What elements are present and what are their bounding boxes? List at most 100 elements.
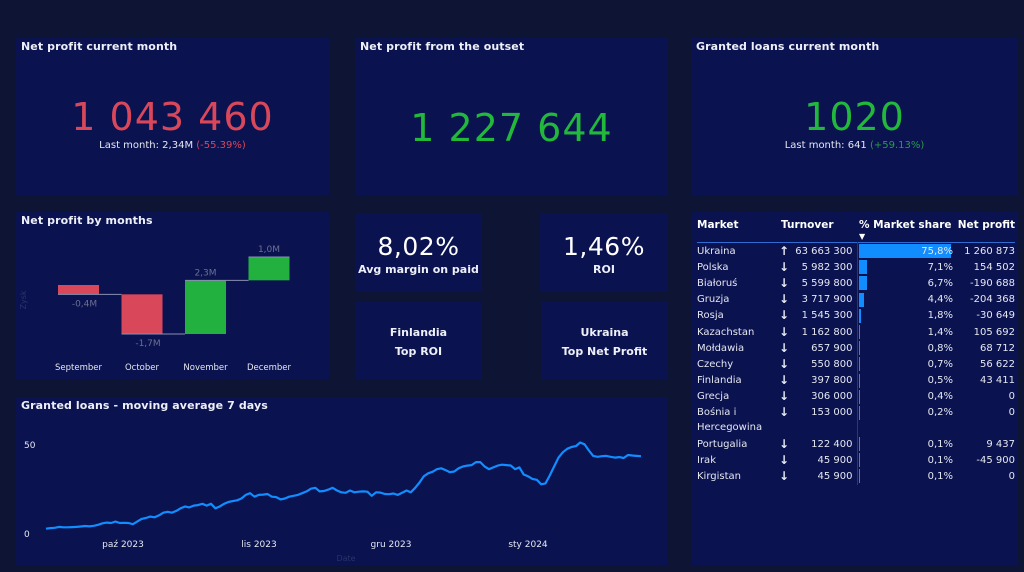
card-top-net-profit: Ukraina Top Net Profit: [541, 302, 668, 379]
last-month-label: Last month: 2,34M: [99, 140, 194, 151]
sort-descending-icon[interactable]: ▼: [859, 232, 866, 241]
kpi-net-profit-current-month: Net profit current month 1 043 460 Last …: [16, 38, 329, 195]
table-row[interactable]: Kazachstan ↓ 1 162 800 1,4% 105 692: [697, 323, 1015, 341]
cell-turnover: 550 800: [811, 358, 853, 370]
table-row[interactable]: Ukraina ↑ 63 663 300 75,8% 1 260 873: [697, 242, 1015, 260]
table-row[interactable]: Finlandia ↓ 397 800 0,5% 43 411: [697, 372, 1015, 389]
top-roi-country: Finlandia: [389, 326, 448, 339]
data-label: 2,3M: [194, 268, 216, 278]
cell-market: Bośnia i Hercegowina: [697, 407, 763, 434]
cell-net-profit: 105 692: [973, 326, 1015, 338]
cell-market-share: 4,4%: [856, 291, 955, 308]
net-profit-by-months-chart: Net profit by months Zysk -0,4M September -…: [16, 212, 329, 379]
cell-net-profit: -190 688: [970, 277, 1015, 289]
market-share-bar: [858, 357, 860, 372]
market-share-bar: [858, 373, 860, 388]
cell-net-profit: -204 368: [970, 294, 1015, 306]
table-row[interactable]: Rosja ↓ 1 545 300 1,8% -30 649: [697, 307, 1015, 324]
x-tick-label: September: [55, 363, 102, 373]
waterfall-bar-december[interactable]: [248, 257, 290, 281]
change-percent: (-55.39%): [196, 140, 246, 151]
table-row[interactable]: Portugalia ↓ 122 400 0,1% 9 437: [697, 436, 1015, 453]
arrow-down-icon: ↓: [778, 259, 790, 274]
cell-market: Gruzja: [697, 294, 730, 306]
kpi-value: 1020: [804, 95, 905, 139]
cell-market: Kirgistan: [697, 471, 741, 483]
cell-net-profit: 0: [1008, 471, 1015, 483]
arrow-up-icon: ↑: [778, 243, 790, 258]
arrow-down-icon: ↓: [778, 452, 790, 467]
market-share-bar: [858, 276, 867, 291]
kpi-last-month: Last month: 641 (+59.13%): [691, 140, 1018, 151]
arrow-down-icon: ↓: [778, 308, 790, 323]
table-row[interactable]: Białoruś ↓ 5 599 800 6,7% -190 688: [697, 275, 1015, 292]
top-net-profit-country: Ukraina: [580, 326, 629, 339]
cell-turnover: 153 000: [811, 407, 853, 419]
market-share-value: 0,2%: [927, 407, 953, 419]
market-share-bar: [858, 260, 868, 275]
x-tick-label: December: [247, 363, 292, 373]
granted-loans-moving-average-chart: Granted loans - moving average 7 days 0 5…: [16, 397, 667, 565]
col-header-turnover-label: Turnover: [781, 219, 834, 231]
change-percent: (+59.13%): [869, 140, 925, 151]
x-tick-label: gru 2023: [371, 540, 412, 550]
market-share-bar: [858, 324, 861, 339]
market-share-bar: [858, 341, 860, 356]
cell-market-share: 0,1%: [856, 452, 955, 469]
cell-market-share: 6,7%: [856, 275, 955, 292]
table-row[interactable]: Bośnia i Hercegowina ↓ 153 000 0,2% 0: [697, 404, 1015, 437]
waterfall-bar-november[interactable]: [185, 280, 226, 334]
data-label: 1,0M: [258, 245, 280, 255]
waterfall-bar-september[interactable]: [58, 285, 99, 295]
cell-market: Grecja: [697, 391, 730, 403]
table-row[interactable]: Grecja ↓ 306 000 0,4% 0: [697, 388, 1015, 405]
card-roi: 1,46% ROI: [540, 213, 668, 292]
kpi-title: Net profit current month: [21, 40, 178, 53]
table-row[interactable]: Mołdawia ↓ 657 900 0,8% 68 712: [697, 340, 1015, 357]
cell-net-profit: -30 649: [976, 310, 1015, 322]
y-axis-label: Zysk: [19, 290, 28, 309]
x-axis-label: Date: [336, 554, 355, 563]
col-header-net-profit[interactable]: Net profit: [957, 219, 1015, 231]
cell-turnover: 63 663 300: [795, 245, 853, 257]
table-row[interactable]: Kirgistan ↓ 45 900 0,1% 0: [697, 468, 1015, 485]
cell-market-share: 0,8%: [856, 340, 955, 357]
series-line-granted-loans[interactable]: [45, 441, 642, 530]
x-tick-label: lis 2023: [241, 540, 276, 550]
cell-market-share: 0,1%: [856, 436, 955, 453]
cell-market: Ukraina: [697, 245, 736, 257]
market-share-value: 6,7%: [927, 277, 953, 289]
col-header-turnover[interactable]: Turnover: [775, 212, 857, 243]
col-header-market[interactable]: Market: [697, 219, 739, 231]
cell-net-profit: 0: [1008, 407, 1015, 419]
table-row[interactable]: Polska ↓ 5 982 300 7,1% 154 502: [697, 259, 1015, 276]
arrow-down-icon: ↓: [778, 340, 790, 355]
cell-net-profit: 154 502: [973, 261, 1015, 273]
table-row[interactable]: Irak ↓ 45 900 0,1% -45 900: [697, 452, 1015, 469]
cell-market-share: 0,5%: [856, 372, 955, 389]
cell-market-share: 75,8%: [856, 242, 955, 260]
arrow-down-icon: ↓: [778, 405, 790, 420]
cell-market: Białoruś: [697, 277, 738, 289]
cell-turnover: 3 717 900: [801, 294, 853, 306]
cell-market: Irak: [697, 454, 716, 466]
market-share-value: 1,8%: [927, 310, 953, 322]
col-header-market-share[interactable]: % Market share ▼: [857, 212, 955, 243]
arrow-down-icon: ↓: [778, 324, 790, 339]
cell-market-share: 7,1%: [856, 259, 955, 276]
cell-net-profit: 9 437: [986, 438, 1015, 450]
table-row[interactable]: Czechy ↓ 550 800 0,7% 56 622: [697, 356, 1015, 373]
market-share-bar: [858, 389, 860, 404]
table-row[interactable]: Gruzja ↓ 3 717 900 4,4% -204 368: [697, 291, 1015, 308]
y-tick-label: 50: [24, 441, 36, 451]
kpi-value: 1 227 644: [410, 106, 613, 150]
arrow-down-icon: ↓: [778, 469, 790, 484]
market-share-bar: [858, 308, 861, 323]
cell-market: Mołdawia: [697, 342, 745, 354]
market-table[interactable]: Market Turnover % Market share ▼ Net pro…: [697, 212, 1015, 485]
waterfall-bar-october[interactable]: [121, 294, 163, 334]
cell-net-profit: 43 411: [980, 375, 1015, 387]
x-tick-label: November: [183, 363, 228, 373]
cell-turnover: 1 545 300: [801, 310, 853, 322]
arrow-down-icon: ↓: [778, 373, 790, 388]
